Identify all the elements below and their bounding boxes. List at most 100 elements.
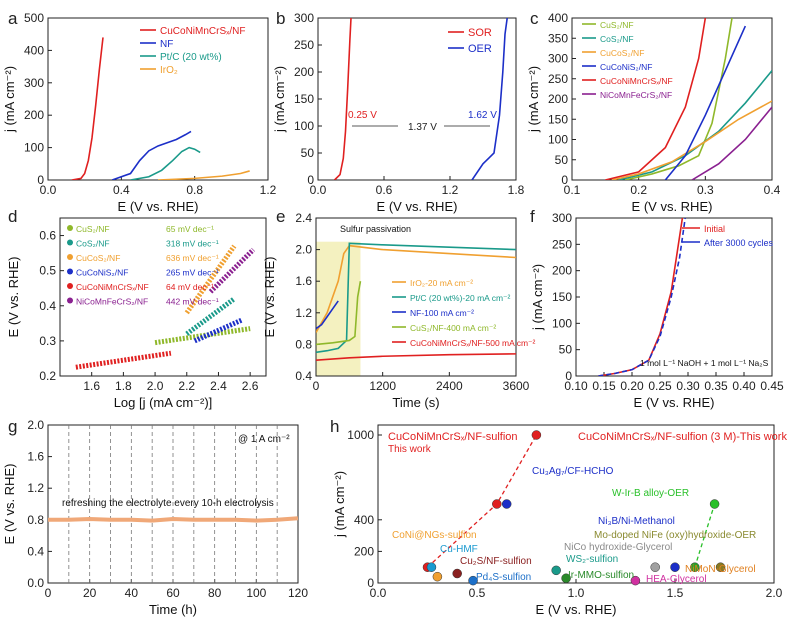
x-tick-label: 40 bbox=[125, 586, 139, 600]
panel-letter-h: h bbox=[330, 417, 339, 436]
series-line bbox=[691, 106, 772, 180]
x-axis-title: E (V vs. RHE) bbox=[377, 199, 458, 214]
data-point bbox=[492, 499, 502, 509]
legend-swatch bbox=[67, 283, 73, 289]
y-tick-label: 0 bbox=[561, 173, 568, 187]
series-line bbox=[157, 170, 250, 180]
data-point bbox=[551, 565, 561, 576]
data-point bbox=[432, 571, 443, 582]
panel-b: b 0.0 0.6 1.2 1.8 0 50 100 150 200 250 300 E (V vs. … bbox=[272, 9, 525, 214]
y-tick-label: 200 bbox=[552, 264, 572, 278]
x-tick-label: 0.10 bbox=[564, 379, 588, 393]
legend-label: IrO₂ bbox=[160, 65, 178, 76]
series-segment bbox=[154, 326, 251, 346]
y-tick-label: 300 bbox=[294, 11, 314, 25]
legend-label: CuCoNiMnCrSₓ/NF-500 mA cm⁻² bbox=[410, 338, 536, 348]
legend-label: NiCoMnFeCrS₂/NF bbox=[600, 90, 672, 100]
point-label: Pd₄S-sulfion bbox=[476, 572, 531, 583]
x-tick-label: 1.2 bbox=[260, 183, 277, 197]
y-tick-label: 250 bbox=[548, 72, 568, 86]
x-tick-label: 0.0 bbox=[370, 586, 387, 600]
y-tick-label: 0 bbox=[367, 576, 374, 590]
point-label: Cu₂S/NF-sulfion bbox=[460, 556, 532, 567]
plot-frame bbox=[59, 217, 267, 377]
x-tick-label: 2400 bbox=[436, 379, 463, 393]
annotation-sulfur-passivation: Sulfur passivation bbox=[340, 224, 411, 234]
y-axis-title: j (mA cm⁻²) bbox=[332, 471, 347, 538]
x-tick-label: 1.2 bbox=[442, 183, 459, 197]
y-tick-label: 400 bbox=[24, 43, 44, 57]
panel-letter-d: d bbox=[8, 207, 17, 226]
point-label: NiCo hydroxide-Glycerol bbox=[564, 542, 672, 553]
point-label: Ni₃B/Ni-Methanol bbox=[598, 516, 675, 527]
legend-label: CuCoS₂/NF bbox=[76, 253, 120, 263]
x-tick-label: 0 bbox=[45, 586, 52, 600]
panel-letter-c: c bbox=[530, 9, 539, 28]
plot-area bbox=[75, 244, 256, 370]
plot-area bbox=[71, 37, 250, 180]
x-tick-label: 2.4 bbox=[210, 379, 227, 393]
y-tick-label: 0.0 bbox=[27, 576, 44, 590]
plot-area bbox=[598, 218, 686, 376]
y-tick-label: 200 bbox=[548, 92, 568, 106]
y-tick-label: 0 bbox=[307, 173, 314, 187]
y-tick-label: 100 bbox=[294, 119, 314, 133]
x-tick-label: 1.0 bbox=[568, 586, 585, 600]
x-axis-title: Time (h) bbox=[149, 602, 197, 617]
y-tick-label: 0.3 bbox=[39, 334, 56, 348]
x-tick-label: 2.2 bbox=[178, 379, 195, 393]
legend-tafel: 636 mV dec⁻¹ bbox=[166, 253, 219, 263]
point-label: Mo-doped NiFe (oxy)hydroxide-OER bbox=[594, 530, 756, 541]
panel-c: c 0.1 0.2 0.3 0.4 0 50 100 150 200 250 300 350 400 E (… bbox=[526, 9, 781, 214]
series-line bbox=[130, 146, 201, 180]
x-tick-label: 1.8 bbox=[508, 183, 525, 197]
y-tick-label: 1.2 bbox=[295, 306, 312, 320]
data-point bbox=[501, 499, 512, 509]
y-tick-label: 350 bbox=[548, 31, 568, 45]
data-point bbox=[468, 575, 478, 586]
y-tick-label: 250 bbox=[294, 38, 314, 52]
annotation-refresh: refreshing the electrolyte every 10-h el… bbox=[62, 498, 274, 509]
point-label: CoNi@NGs-sulfion bbox=[392, 530, 477, 541]
legend-label: CuCoNiS₂/NF bbox=[76, 268, 128, 278]
x-tick-label: 2.6 bbox=[242, 379, 259, 393]
panel-f: f 0.10 0.15 0.20 0.25 0.30 0.35 0.40 0.45 0 50 100 1… bbox=[530, 207, 784, 410]
plot-frame bbox=[47, 17, 269, 181]
plot-area bbox=[48, 425, 298, 583]
legend-label: CuCoNiS₂/NF bbox=[600, 62, 652, 72]
plot-area bbox=[316, 242, 516, 361]
series-line bbox=[316, 244, 516, 333]
data-point bbox=[670, 562, 680, 572]
x-tick-label: 0.15 bbox=[592, 379, 616, 393]
x-tick-label: 20 bbox=[83, 586, 97, 600]
x-tick-label: 1.8 bbox=[115, 379, 132, 393]
y-tick-label: 50 bbox=[559, 343, 573, 357]
series-line bbox=[48, 516, 298, 523]
data-point bbox=[690, 562, 700, 572]
y-tick-label: 150 bbox=[548, 112, 568, 126]
x-tick-label: 0.3 bbox=[697, 183, 714, 197]
x-axis-title: E (V vs. RHE) bbox=[632, 199, 713, 214]
y-tick-label: 100 bbox=[24, 141, 44, 155]
y-tick-label: 2.0 bbox=[295, 243, 312, 257]
y-tick-label: 100 bbox=[552, 316, 572, 330]
x-tick-label: 1.6 bbox=[83, 379, 100, 393]
y-tick-label: 250 bbox=[552, 237, 572, 251]
x-tick-label: 2.0 bbox=[766, 586, 783, 600]
series-line bbox=[71, 37, 104, 180]
x-tick-label: 0.0 bbox=[40, 183, 57, 197]
series-line bbox=[316, 281, 362, 346]
series-line bbox=[618, 70, 772, 180]
annotation-oer-onset: 1.62 V bbox=[468, 110, 497, 121]
panel-e: e 0 1200 2400 3600 0.4 0.8 1.2 1.6 2.0 2.4 Time (s)… bbox=[262, 207, 530, 410]
data-point bbox=[715, 562, 726, 572]
y-tick-label: 200 bbox=[294, 65, 314, 79]
x-axis-title: E (V vs. RHE) bbox=[536, 602, 617, 617]
series-line bbox=[316, 300, 339, 330]
legend-label: OER bbox=[468, 43, 492, 55]
panel-letter-e: e bbox=[276, 207, 285, 226]
series-segment bbox=[75, 350, 172, 370]
point-label: CuCoNiMnCrSₓ/NF-sulfion (3 M)-This work bbox=[578, 431, 787, 443]
y-tick-label: 400 bbox=[354, 513, 374, 527]
